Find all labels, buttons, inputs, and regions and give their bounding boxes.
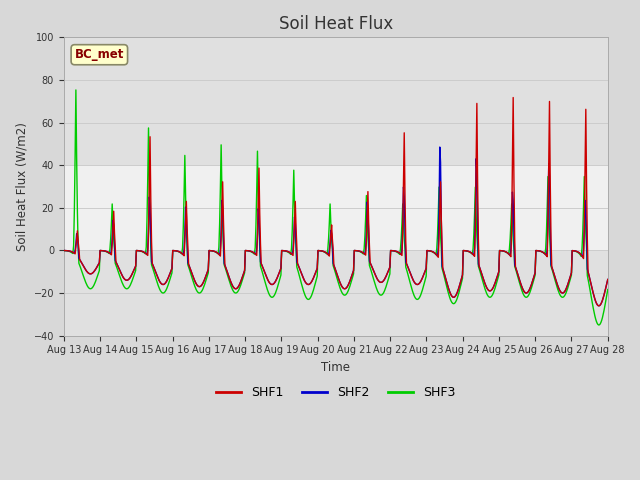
SHF1	[70, 250, 77, 256]
SHF3	[70, 243, 77, 249]
SHF2	[181, 230, 189, 236]
SHF2	[604, 276, 612, 282]
Bar	[64, 165, 608, 251]
Y-axis label: Soil Heat Flux (W/m2): Soil Heat Flux (W/m2)	[15, 122, 28, 251]
X-axis label: Time: Time	[321, 361, 350, 374]
Line: SHF3: SHF3	[64, 90, 608, 325]
SHF2	[436, 144, 444, 150]
SHF1	[604, 276, 612, 282]
SHF2	[70, 250, 77, 256]
SHF3	[604, 287, 612, 292]
SHF1	[509, 95, 517, 100]
Title: Soil Heat Flux: Soil Heat Flux	[278, 15, 393, 33]
SHF3	[595, 322, 602, 328]
SHF3	[419, 287, 426, 293]
Text: BC_met: BC_met	[75, 48, 124, 61]
SHF1	[125, 276, 133, 281]
SHF3	[72, 87, 80, 93]
Legend: SHF1, SHF2, SHF3: SHF1, SHF2, SHF3	[211, 381, 461, 404]
SHF2	[125, 276, 133, 281]
SHF3	[403, 266, 410, 272]
SHF1	[402, 239, 410, 244]
Line: SHF2: SHF2	[64, 147, 608, 306]
SHF1	[210, 248, 218, 254]
SHF1	[60, 248, 68, 253]
SHF2	[210, 248, 218, 254]
SHF2	[402, 259, 410, 265]
SHF2	[60, 248, 68, 253]
SHF2	[595, 303, 602, 309]
SHF1	[595, 303, 602, 309]
SHF2	[418, 277, 426, 283]
SHF3	[127, 282, 134, 288]
SHF1	[181, 240, 189, 245]
Bar	[64, 251, 608, 336]
Line: SHF1: SHF1	[64, 97, 608, 306]
SHF1	[418, 277, 426, 283]
SHF3	[182, 192, 189, 198]
SHF3	[60, 248, 68, 253]
SHF3	[211, 249, 218, 254]
Bar	[64, 37, 608, 165]
